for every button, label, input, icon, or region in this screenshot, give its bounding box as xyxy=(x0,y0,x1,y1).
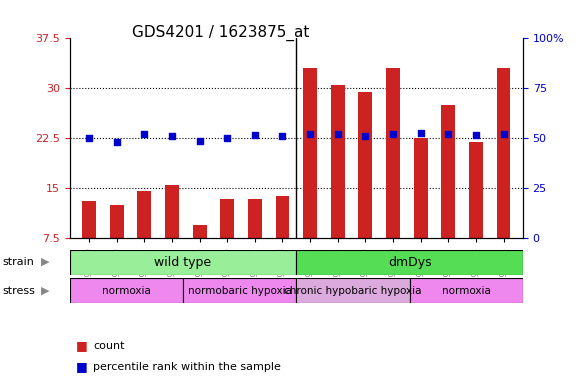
FancyBboxPatch shape xyxy=(296,250,523,275)
Point xyxy=(139,131,149,137)
Bar xyxy=(358,92,372,288)
FancyBboxPatch shape xyxy=(296,278,410,303)
Text: ▶: ▶ xyxy=(41,286,49,296)
Bar xyxy=(82,202,96,288)
Text: GDS4201 / 1623875_at: GDS4201 / 1623875_at xyxy=(132,25,310,41)
FancyBboxPatch shape xyxy=(183,278,296,303)
Point xyxy=(416,130,425,136)
Bar xyxy=(220,199,234,288)
Bar xyxy=(442,105,455,288)
Point xyxy=(444,131,453,137)
Text: strain: strain xyxy=(3,257,35,267)
Text: dmDys: dmDys xyxy=(388,256,432,268)
Text: stress: stress xyxy=(3,286,36,296)
Bar xyxy=(303,68,317,288)
Point xyxy=(84,135,94,141)
Point xyxy=(471,132,480,138)
Point xyxy=(361,133,370,139)
Point xyxy=(195,138,205,144)
Bar xyxy=(165,185,179,288)
Text: normoxia: normoxia xyxy=(102,286,151,296)
Bar xyxy=(138,192,151,288)
Point xyxy=(223,135,232,141)
Text: ■: ■ xyxy=(76,360,87,373)
Point xyxy=(167,133,177,139)
Text: count: count xyxy=(93,341,124,351)
FancyBboxPatch shape xyxy=(410,278,523,303)
Point xyxy=(278,133,287,139)
Point xyxy=(499,131,508,137)
Bar xyxy=(110,205,124,288)
Text: percentile rank within the sample: percentile rank within the sample xyxy=(93,362,281,372)
Point xyxy=(388,131,397,137)
Point xyxy=(306,131,315,137)
Bar xyxy=(248,199,262,288)
Bar xyxy=(497,68,511,288)
Point xyxy=(333,131,342,137)
Bar xyxy=(193,225,206,288)
Text: ▶: ▶ xyxy=(41,257,49,267)
Text: normobaric hypoxia: normobaric hypoxia xyxy=(188,286,292,296)
Text: wild type: wild type xyxy=(155,256,211,268)
Text: chronic hypobaric hypoxia: chronic hypobaric hypoxia xyxy=(284,286,422,296)
Point xyxy=(112,139,121,145)
Bar xyxy=(275,196,289,288)
Text: normoxia: normoxia xyxy=(442,286,491,296)
Bar xyxy=(386,68,400,288)
Bar xyxy=(331,85,345,288)
FancyBboxPatch shape xyxy=(70,278,183,303)
Text: ■: ■ xyxy=(76,339,87,352)
FancyBboxPatch shape xyxy=(70,250,296,275)
Point xyxy=(250,132,260,138)
Bar xyxy=(414,138,428,288)
Bar xyxy=(469,142,483,288)
